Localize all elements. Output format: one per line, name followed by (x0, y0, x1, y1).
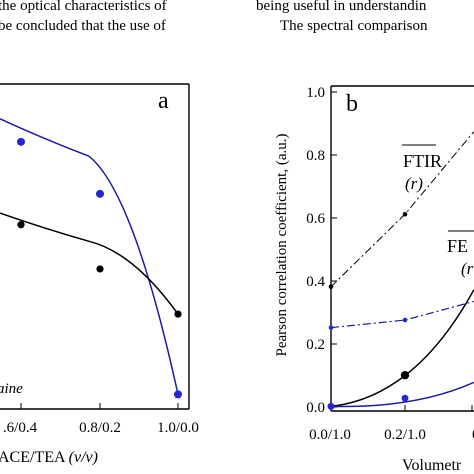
panel-b-x-tick-label-2: 0.2/1.0 (384, 427, 426, 443)
panel-a-x-tick-label-1: .6/0.4 (3, 420, 38, 436)
panel-b-y-axis-label: Pearson correlation coefficient, (a.u.) (274, 134, 290, 357)
body-text-left-line-2: be concluded that the use of (0, 18, 166, 34)
panel-a-point-0-1 (96, 189, 104, 198)
panel-b-point-3-1 (401, 394, 409, 402)
panel-b-x-tick-label-1: 0.0/1.0 (309, 427, 351, 443)
fe-annotation-symbol: (r (461, 259, 474, 278)
panel-a-black-curve (0, 212, 179, 315)
panel-b-y-tick-label-5: 1.0 (306, 85, 325, 101)
panel-a-point-0-0 (17, 137, 25, 146)
panel-b-point-0-1 (402, 211, 408, 217)
panel-a-point-1-0 (17, 221, 25, 229)
panel-b: 0.0 0.2 0.4 0.6 0.8 1.0 b FTIR (r) FE (r 0.0/… (274, 85, 474, 474)
panel-a-x-tick-label-3: 1.0/0.0 (157, 420, 199, 436)
body-text-right-line-2: The spectral comparison (280, 18, 428, 34)
panel-b-black-curve (330, 289, 474, 408)
panel-a-x-axis-label-unit: (v/v) (69, 449, 98, 466)
panel-a-x-axis-label-prefix: ACE/TEA (0, 449, 69, 466)
fe-annotation-label: FE (447, 236, 468, 256)
panel-a-x-axis-label: ACE/TEA (v/v) (0, 449, 98, 466)
body-text-right-line-1: being useful in understandin (256, 0, 427, 14)
panel-a-point-1-1 (96, 265, 104, 273)
panel-a-point-0-2 (174, 390, 182, 399)
panel-b-y-tick-label-3: 0.6 (306, 211, 325, 227)
panel-b-label: b (346, 91, 358, 117)
panel-b-point-1-1 (402, 317, 408, 323)
panel-a-label: a (158, 88, 169, 114)
panel-b-y-tick-label-2: 0.4 (306, 274, 325, 290)
panel-b-point-3-0 (327, 402, 335, 410)
ftir-annotation-symbol: (r) (405, 174, 423, 193)
panel-b-point-1-0 (328, 325, 334, 330)
panel-b-x-tick-label-3: 0 (472, 427, 474, 443)
panel-a-x-tick-label-2: 0.8/0.2 (79, 420, 121, 436)
panel-b-y-tick-label-0: 0.0 (306, 400, 325, 416)
panel-a-blue-curve (0, 118, 179, 395)
panel-b-x-axis-label: Volumetr (402, 457, 462, 474)
panel-b-blue-curve (330, 381, 474, 408)
panel-b-point-0-0 (328, 284, 334, 289)
body-text-left-line-1: the optical characteristics of (0, 0, 167, 14)
panel-b-y-tick-label-4: 0.8 (306, 148, 325, 164)
panel-b-point-2-1 (400, 370, 410, 380)
panel-b-y-tick-label-1: 0.2 (306, 337, 325, 353)
ftir-annotation-label: FTIR (403, 151, 442, 171)
panel-a-point-1-2 (174, 310, 182, 318)
